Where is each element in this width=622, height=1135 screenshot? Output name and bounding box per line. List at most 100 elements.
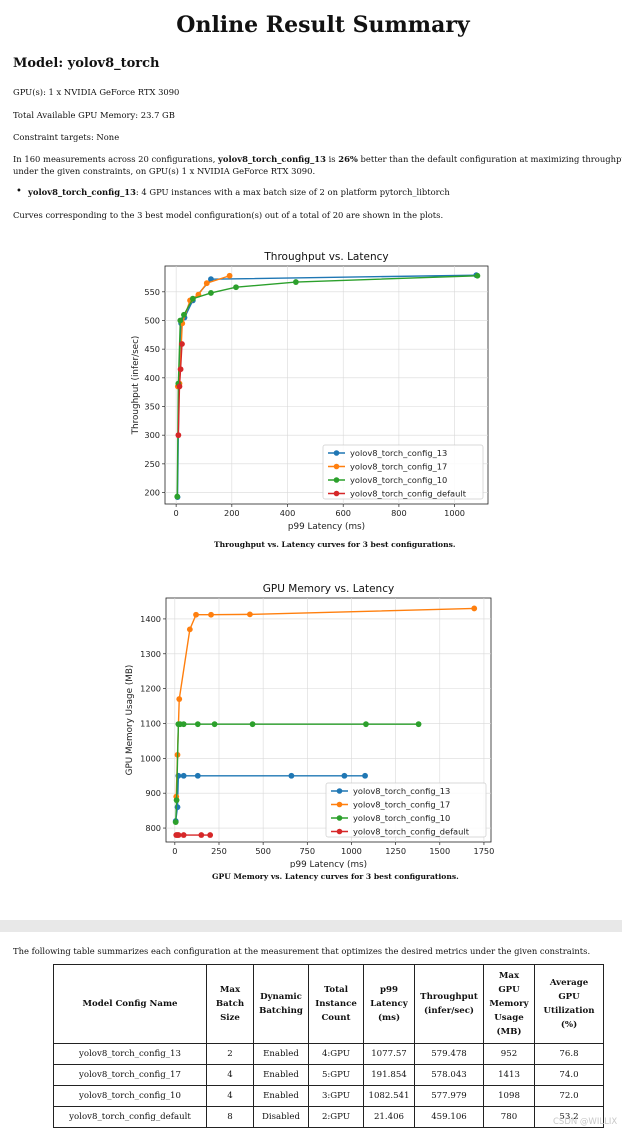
x-tick-label: 500 (255, 846, 271, 856)
chart-legend: yolov8_torch_config_13 yolov8_torch_confi… (322, 444, 484, 500)
model-heading: Model: yolov8_torch (13, 56, 160, 71)
data-point (194, 721, 201, 728)
data-point (341, 772, 348, 779)
data-point (362, 772, 368, 779)
legend-box (325, 782, 487, 838)
legend-label: yolov8_torch_config_17 (353, 800, 450, 810)
table-cell: 1098 (483, 1085, 535, 1107)
table-row: yolov8_torch_config_10 4 Enabled 3:GPU 1082.… (53, 1085, 604, 1107)
data-point (246, 611, 253, 618)
x-tick-label: 1250 (385, 846, 406, 856)
legend-label: yolov8_torch_config_13 (353, 786, 450, 796)
table-header-row: Model Config Name Max Batch Size Dynamic Batc… (53, 964, 604, 1044)
data-point (193, 611, 199, 618)
table-cell: Enabled (253, 1043, 309, 1065)
y-axis-label: GPU Memory Usage (MB) (125, 665, 135, 776)
data-point (175, 432, 182, 439)
table-intro: The following table summarizes each conf… (13, 946, 591, 956)
table-row: yolov8_torch_config_default 8 Disabled 2:GP… (53, 1106, 604, 1128)
header-line: Latency (370, 999, 408, 1009)
table-cell: Enabled (253, 1064, 309, 1086)
legend-label: yolov8_torch_config_13 (350, 448, 447, 458)
column-header: Max GPU Memory Usage (MB) (483, 964, 535, 1044)
throughput-latency-chart: Throughput vs. Latency 0 200 400 600 800 1000 2… (131, 251, 489, 532)
data-point (174, 493, 181, 500)
table-cell: 72.0 (534, 1085, 604, 1107)
table-cell: 53.2 (534, 1106, 604, 1128)
gpu-info: GPU(s): 1 x NVIDIA GeForce RTX 3090 (13, 87, 180, 97)
y-tick-label: 1300 (140, 649, 161, 659)
x-tick-label: 1000 (444, 508, 465, 518)
table-cell: 74.0 (534, 1064, 604, 1086)
throughput-chart-caption: Throughput vs. Latency curves for 3 best… (214, 540, 456, 549)
legend-swatch-marker (336, 828, 343, 835)
data-point (189, 295, 196, 302)
y-tick-label: 450 (144, 344, 160, 354)
header-line: Model Config Name (82, 999, 178, 1009)
y-tick-label: 1400 (140, 614, 161, 624)
data-point (288, 772, 295, 779)
legend-swatch-marker (333, 477, 340, 483)
y-tick-label: 1000 (140, 753, 161, 763)
chart-title: Throughput vs. Latency (263, 251, 388, 263)
table-cell: 459.106 (414, 1106, 484, 1128)
header-line: (MB) (496, 1027, 522, 1037)
y-tick-label: 350 (144, 402, 160, 412)
table-cell: 4:GPU (308, 1043, 364, 1065)
table-cell: yolov8_torch_config_13 (53, 1043, 207, 1065)
table-cell: 780 (483, 1106, 535, 1128)
data-point (211, 721, 218, 728)
y-tick-label: 550 (144, 287, 160, 297)
table-cell: 578.043 (414, 1064, 484, 1086)
data-point (203, 280, 210, 287)
data-point (179, 341, 185, 347)
data-point (180, 721, 187, 728)
watermark: CSDN @WILLIX (553, 1117, 618, 1127)
legend-label: yolov8_torch_config_17 (350, 462, 447, 472)
column-header: Total Instance Count (308, 964, 364, 1044)
header-line: Batch (215, 999, 245, 1009)
data-point (208, 611, 214, 618)
header-line: Max (498, 971, 520, 981)
legend-swatch-marker (336, 801, 343, 808)
data-point (415, 721, 422, 728)
x-axis-label: p99 Latency (ms) (288, 522, 365, 532)
chart-title: GPU Memory vs. Latency (263, 583, 394, 595)
data-point (177, 317, 184, 324)
header-line: (ms) (377, 1013, 401, 1023)
header-line: Memory (489, 999, 529, 1009)
header-line: Usage (494, 1013, 524, 1023)
table-cell: Disabled (253, 1106, 309, 1128)
y-tick-label: 250 (144, 459, 160, 469)
data-point (233, 284, 239, 291)
table-cell: 76.8 (534, 1043, 604, 1065)
y-tick-label: 1200 (140, 684, 161, 694)
chart-legend: yolov8_torch_config_13 yolov8_torch_confi… (325, 782, 487, 838)
table-cell: yolov8_torch_config_10 (53, 1085, 207, 1107)
data-point (176, 696, 183, 702)
x-tick-label: 600 (335, 508, 351, 518)
table-cell: 1413 (483, 1064, 535, 1086)
series-line (177, 343, 183, 436)
data-point (198, 832, 205, 838)
y-axis-label: Throughput (infer/sec) (131, 336, 141, 436)
legend-box (322, 444, 484, 500)
data-point (177, 366, 184, 373)
summary-line-1: In 160 measurements across 20 configurat… (13, 154, 622, 164)
x-tick-label: 0 (172, 846, 177, 856)
data-point (249, 721, 256, 728)
data-point (194, 772, 201, 779)
table-cell: 21.406 (363, 1106, 415, 1128)
header-line: Instance (315, 999, 357, 1009)
table-cell: 577.979 (414, 1085, 484, 1107)
y-tick-label: 400 (144, 373, 160, 383)
table-cell: 2 (206, 1043, 254, 1065)
header-line: GPU (558, 992, 580, 1002)
x-tick-label: 400 (280, 508, 296, 518)
column-header: Average GPU Utilization (%) (534, 964, 604, 1044)
header-line: Utilization (543, 1006, 595, 1016)
table-cell: 2:GPU (308, 1106, 364, 1128)
y-tick-label: 200 (144, 488, 160, 498)
data-point (180, 772, 187, 779)
gpu-memory-info: Total Available GPU Memory: 23.7 GB (13, 110, 175, 120)
